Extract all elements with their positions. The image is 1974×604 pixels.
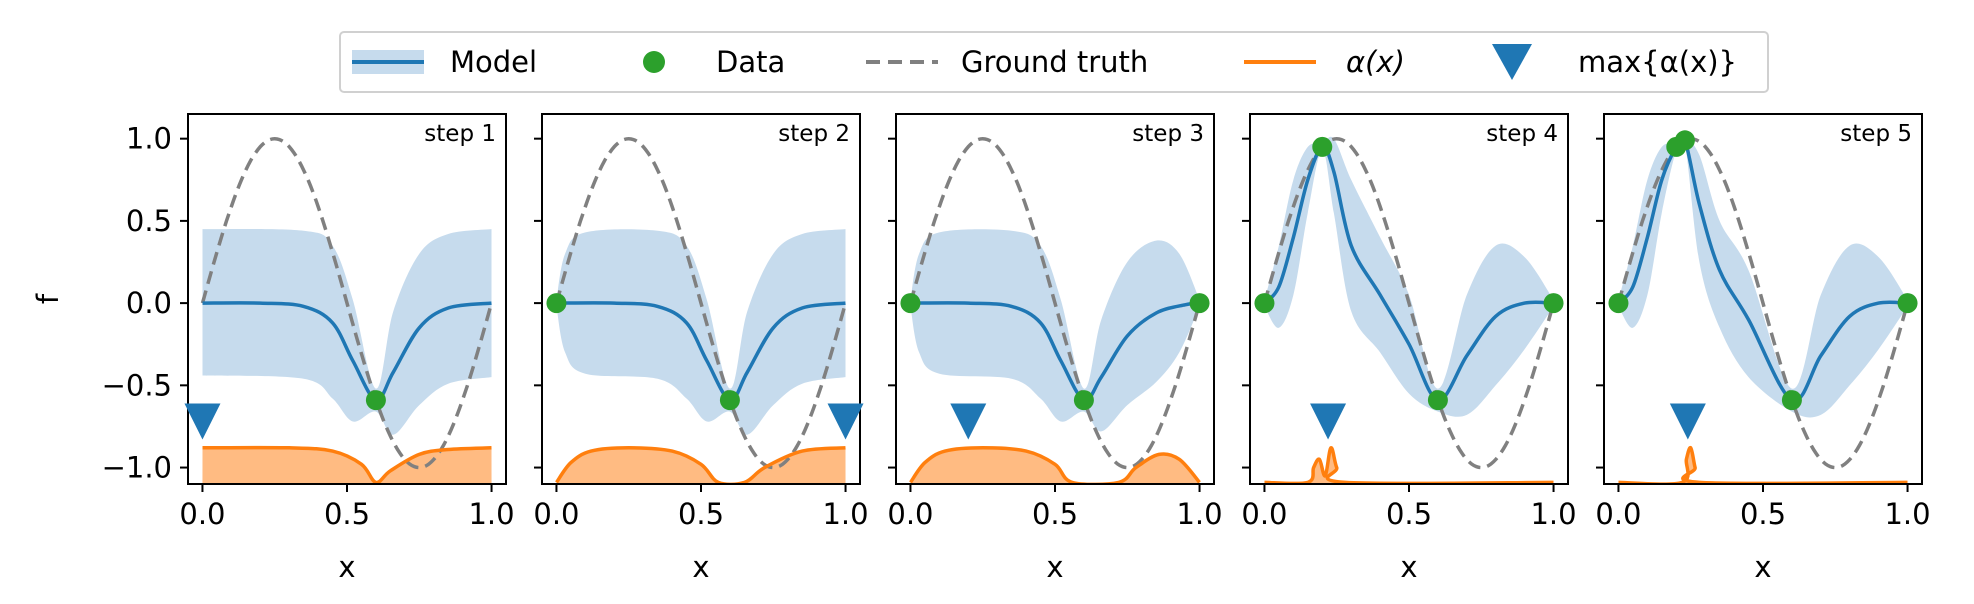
max-acquisition-marker [1310,403,1347,440]
legend-item-max: max{α(x)} [1492,44,1737,80]
legend-truth-label: Ground truth [961,45,1148,79]
data-point [1254,293,1275,314]
model-confidence-band [1264,136,1554,417]
x-tick-label: 1.0 [468,497,514,531]
acquisition-line [1618,445,1908,484]
plot-area [908,136,1202,484]
panel-label: step 5 [1840,121,1912,147]
legend-data-marker [643,51,665,73]
max-acquisition-marker [827,403,864,440]
x-tick-label: 0.0 [1241,497,1287,531]
panel-label: step 2 [778,121,850,147]
plot-area [1616,134,1910,484]
panel-label: step 3 [1132,121,1204,147]
plot-area [554,136,848,484]
plot-area [1262,136,1556,484]
legend-model-label: Model [450,45,537,79]
model-mean-line [202,301,492,402]
model-confidence-band [910,229,1200,432]
x-tick-label: 0.0 [533,497,579,531]
model-confidence-band [1618,134,1908,418]
x-tick-label: 1.0 [822,497,868,531]
x-tick-label: 1.0 [1176,497,1222,531]
max-acquisition-marker [184,403,221,440]
y-axis-label: f [31,293,65,304]
acquisition-fill [202,447,492,484]
max-acquisition-marker [1669,403,1706,440]
legend: Model Data Ground truth α(x) max{α(x)} [339,31,1769,93]
acquisition-line [909,446,1201,484]
acquisition-fill [1618,447,1908,484]
legend-frame [339,31,1769,93]
x-tick-label: 0.0 [1595,497,1641,531]
acquisition-fill [1264,447,1554,484]
data-point [719,390,740,411]
x-axis-label: x [1046,550,1063,584]
panel-step-2: step 2 0.0 0.5 1.0 x [533,113,869,584]
data-point [365,390,386,411]
data-point [1312,136,1333,157]
ground-truth-line [554,136,848,470]
x-tick-label: 0.5 [1740,497,1786,531]
panels: step 1 0.0 0.5 1.0 x 1.0 0.5 0.0 −0.5 −1.0 f step 2… [31,113,1931,584]
data-point [1543,293,1564,314]
model-mean-line [1263,145,1554,402]
panel-step-3: step 3 0.0 0.5 1.0 x [887,113,1223,584]
panel-step-4: step 4 0.0 0.5 1.0 x [1241,113,1577,584]
panel-label: step 4 [1486,121,1558,147]
legend-acq-label: α(x) [1346,45,1405,79]
ground-truth-line [200,136,494,470]
data-point [1674,130,1695,151]
y-tick-label: 0.5 [126,204,172,238]
model-confidence-band [202,229,492,435]
x-tick-label: 0.5 [324,497,370,531]
x-tick-label: 0.5 [1386,497,1432,531]
x-tick-label: 0.0 [887,497,933,531]
acquisition-line [1264,446,1554,484]
model-confidence-band [556,229,846,435]
x-axis-label: x [1754,550,1771,584]
data-point [900,293,921,314]
data-point [1781,390,1802,411]
data-point [1189,293,1210,314]
y-tick-label: 1.0 [126,122,172,156]
data-point [1897,293,1918,314]
legend-max-marker [1492,44,1532,80]
ground-truth-line [908,136,1202,470]
legend-item-acquisition: α(x) [1244,45,1405,79]
x-tick-label: 1.0 [1530,497,1576,531]
x-tick-label: 1.0 [1884,497,1930,531]
model-mean-line [1617,134,1908,403]
y-tick-label: −0.5 [102,368,172,402]
plot-area [200,136,494,484]
max-acquisition-marker [950,403,987,440]
legend-item-ground-truth: Ground truth [866,45,1148,79]
legend-item-data: Data [643,45,785,79]
ground-truth-line [1616,136,1910,470]
model-mean-line [556,301,846,402]
y-tick-label: 0.0 [126,286,172,320]
legend-item-model: Model [352,45,537,79]
panel-step-5: step 5 0.0 0.5 1.0 x [1595,113,1931,584]
legend-max-label: max{α(x)} [1578,45,1737,79]
data-point [1427,390,1448,411]
data-point [1073,390,1094,411]
x-tick-label: 0.5 [678,497,724,531]
y-tick-label: −1.0 [102,451,172,485]
acquisition-line [202,445,492,484]
acquisition-line [555,446,846,484]
legend-data-label: Data [716,45,785,79]
x-axis-label: x [338,550,355,584]
panel-label: step 1 [424,121,496,147]
x-axis-label: x [1400,550,1417,584]
panel-step-1: step 1 0.0 0.5 1.0 x 1.0 0.5 0.0 −0.5 −1.0 f [31,113,515,584]
x-tick-label: 0.0 [179,497,225,531]
data-point [546,293,567,314]
data-point [1608,293,1629,314]
x-tick-label: 0.5 [1032,497,1078,531]
x-axis-label: x [692,550,709,584]
